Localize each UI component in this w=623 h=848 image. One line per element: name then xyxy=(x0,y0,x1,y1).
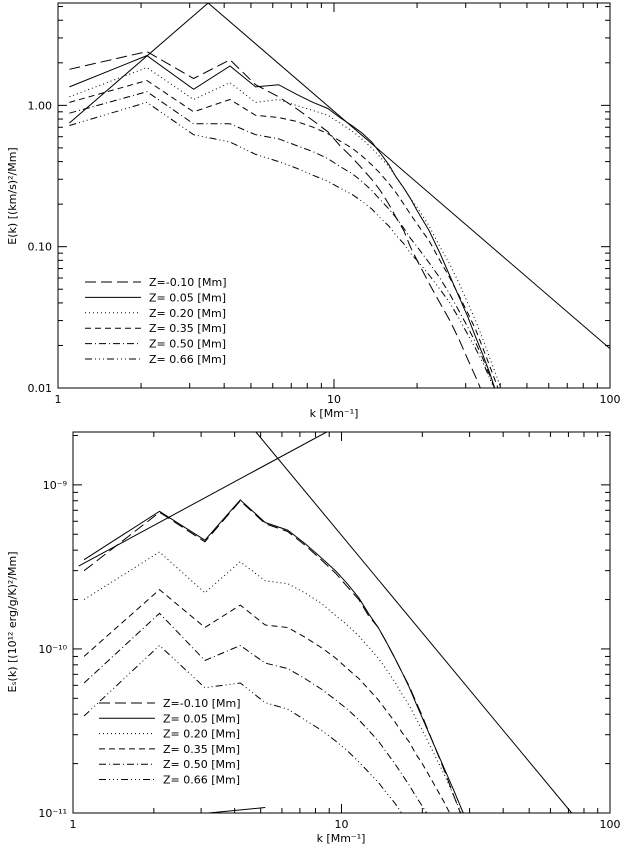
bottom-chart-tick-labels: 1 10 100 10⁻¹¹ 10⁻¹⁰ 10⁻⁹ xyxy=(38,479,620,831)
bottom-chart-legend: Z=-0.10 [Mm] Z= 0.05 [Mm] Z= 0.20 [Mm] Z= 0… xyxy=(99,697,241,787)
legend-label: Z= 0.20 [Mm] xyxy=(149,307,226,320)
bottom-y-axis-label: Eₛ(k) [(10¹² erg/g/K)²/Mm] xyxy=(6,552,19,693)
series-line-6 xyxy=(69,101,495,388)
reference-line-1 xyxy=(69,3,209,124)
legend-label: Z= 0.35 [Mm] xyxy=(163,743,240,756)
series-line-1 xyxy=(69,51,481,388)
y-tick-label: 10⁻¹⁰ xyxy=(38,643,67,656)
series-line-3 xyxy=(69,67,502,388)
reference-line-1 xyxy=(78,432,327,567)
legend-label: Z=-0.10 [Mm] xyxy=(163,697,241,710)
top-chart-ticks xyxy=(57,3,611,389)
reference-line-2 xyxy=(207,3,610,349)
bottom-x-axis-label: k [Mm⁻¹] xyxy=(317,832,366,845)
bottom-chart-lines xyxy=(78,432,573,813)
series-line-2 xyxy=(69,55,496,388)
top-y-axis-label: E(k) [(km/s)²/Mm] xyxy=(6,147,19,244)
legend-label: Z= 0.66 [Mm] xyxy=(163,774,240,787)
x-tick-label: 1 xyxy=(55,393,62,406)
series-line-3 xyxy=(83,551,462,813)
y-tick-label: 10⁻⁹ xyxy=(43,479,67,492)
legend-label: Z= 0.50 [Mm] xyxy=(163,758,240,771)
series-line-6 xyxy=(83,644,403,813)
x-tick-label: 100 xyxy=(600,818,621,831)
series-line-1 xyxy=(83,500,461,813)
legend-label: Z= 0.20 [Mm] xyxy=(163,728,240,741)
y-tick-label: 1.00 xyxy=(28,99,53,112)
legend-label: Z= 0.05 [Mm] xyxy=(149,291,226,304)
bottom-plot-frame xyxy=(72,431,611,814)
top-chart-legend: Z=-0.10 [Mm] Z= 0.05 [Mm] Z= 0.20 [Mm] Z= 0… xyxy=(85,276,227,366)
y-tick-label: 10⁻¹¹ xyxy=(38,807,67,820)
series-line-2 xyxy=(83,499,464,813)
series-line-4 xyxy=(69,79,499,388)
y-tick-label: 0.10 xyxy=(28,241,53,254)
top-chart-panel: 1 10 100 0.01 0.10 1.00 k [Mm⁻¹] E(k) [(km/s)… xyxy=(6,2,621,420)
x-tick-label: 1 xyxy=(70,818,77,831)
bottom-chart-ticks xyxy=(72,432,611,814)
legend-label: Z= 0.50 [Mm] xyxy=(149,338,226,351)
x-tick-label: 100 xyxy=(600,393,621,406)
series-line-5 xyxy=(83,612,428,813)
top-chart-lines xyxy=(69,3,610,388)
top-x-axis-label: k [Mm⁻¹] xyxy=(310,407,359,420)
reference-line-3 xyxy=(208,807,266,813)
bottom-chart-panel: 1 10 100 10⁻¹¹ 10⁻¹⁰ 10⁻⁹ k [Mm⁻¹] Eₛ(k) [(10… xyxy=(6,431,621,845)
y-tick-label: 0.01 xyxy=(28,382,53,395)
series-line-5 xyxy=(69,91,495,388)
legend-label: Z=-0.10 [Mm] xyxy=(149,276,227,289)
x-tick-label: 10 xyxy=(327,393,341,406)
legend-label: Z= 0.35 [Mm] xyxy=(149,322,226,335)
legend-label: Z= 0.66 [Mm] xyxy=(149,353,226,366)
legend-label: Z= 0.05 [Mm] xyxy=(163,712,240,725)
top-chart-tick-labels: 1 10 100 0.01 0.10 1.00 xyxy=(28,99,621,406)
reference-line-2 xyxy=(255,432,573,813)
x-tick-label: 10 xyxy=(335,818,349,831)
series-line-4 xyxy=(83,588,451,813)
